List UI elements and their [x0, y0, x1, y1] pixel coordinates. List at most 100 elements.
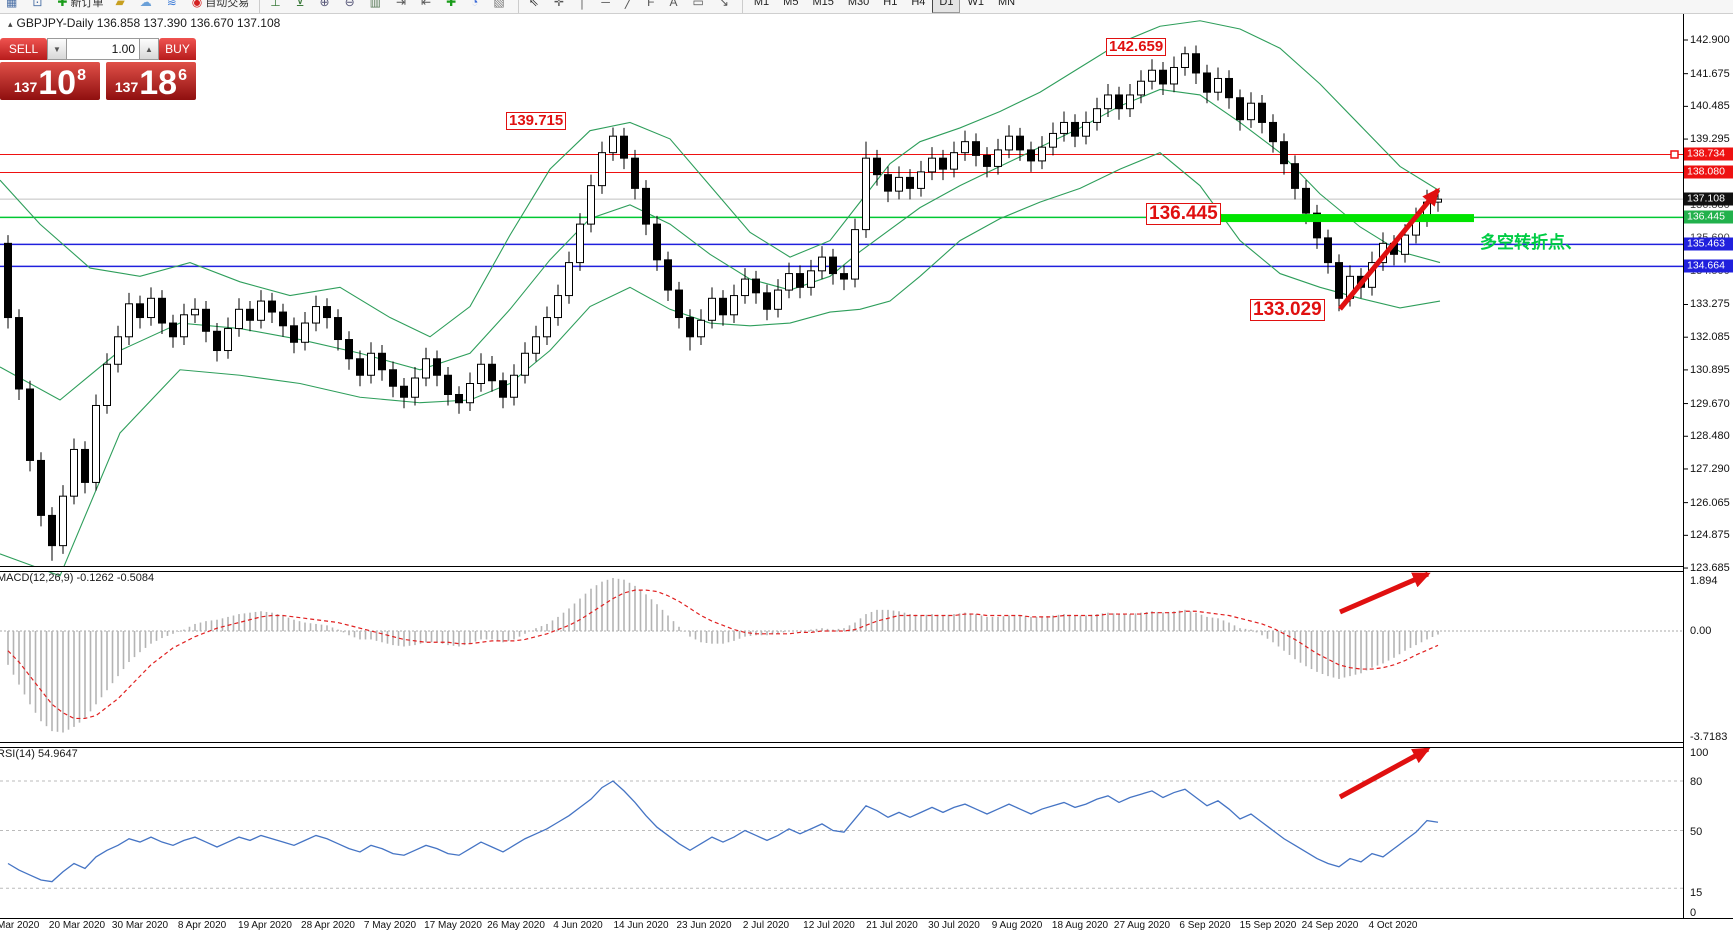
volume-decrease-button[interactable]: ▼ [47, 38, 67, 60]
candle-body [1082, 121, 1090, 137]
new-order-button[interactable]: ✚ 新订单 [51, 0, 109, 13]
text-tool-icon[interactable]: A [663, 0, 686, 13]
price-note-142659[interactable]: 142.659 [1106, 38, 1167, 56]
date-label: 2 Jul 2020 [742, 920, 790, 931]
vline-tool-icon[interactable]: │ [573, 0, 596, 13]
candle-body [554, 295, 562, 319]
price-note-139715[interactable]: 139.715 [506, 112, 567, 130]
cloud-icon[interactable]: ☁ [134, 0, 161, 13]
candle-body [917, 171, 925, 189]
buy-price-tile[interactable]: 137 18 6 [105, 62, 196, 100]
candle-body [312, 306, 320, 324]
price-tag-137108: 137.108 [1684, 192, 1733, 206]
green-zone-bar[interactable] [1180, 214, 1474, 223]
timeframe-button-m1[interactable]: M1 [753, 0, 770, 8]
price-note-133029[interactable]: 133.029 [1250, 299, 1325, 321]
zoom-in-icon: ⊕ [319, 0, 330, 9]
cursor-tool-icon[interactable]: ⇖ [523, 0, 548, 13]
arrows-tool-icon: ↘ [718, 0, 729, 9]
candle-body [345, 339, 353, 360]
candle-body [906, 176, 914, 189]
candle-body [884, 174, 892, 192]
zoom-window-icon[interactable]: ⊡ [26, 0, 51, 13]
arrows-tool-icon[interactable]: ↘ [713, 0, 738, 13]
date-label: 4 Jun 2020 [553, 920, 603, 931]
timeframe-button-d1[interactable]: D1 [932, 0, 961, 13]
candle-body [1038, 146, 1046, 162]
candle-body [807, 270, 815, 288]
auto-scroll-icon[interactable]: ⇤ [415, 0, 440, 13]
objects-list-icon[interactable]: ⊻ [290, 0, 314, 13]
tile-windows-icon[interactable]: ▥ [364, 0, 390, 13]
crosshair-tool-icon[interactable]: ✛ [548, 0, 573, 13]
timeframe-button-h1[interactable]: H1 [883, 0, 898, 8]
candle-body [994, 149, 1002, 167]
timeframe-button-m5[interactable]: M5 [783, 0, 799, 8]
zoom-out-icon[interactable]: ⊖ [339, 0, 364, 13]
timeframe-button-w1[interactable]: W1 [967, 0, 984, 8]
candle-body [1203, 72, 1211, 93]
zoom-in-icon[interactable]: ⊕ [314, 0, 339, 13]
candle-body [1269, 121, 1277, 143]
candle-body [81, 448, 89, 483]
fibonacci-tool-icon[interactable]: F [641, 0, 663, 13]
trend-arrow-rsi[interactable] [1338, 746, 1431, 800]
candle-body [37, 459, 45, 516]
buy-button[interactable]: BUY [159, 38, 196, 60]
candle-body [1148, 69, 1156, 82]
hline-selection-handle[interactable] [1670, 150, 1679, 159]
candle-body [4, 242, 12, 319]
cloud-icon: ☁ [139, 0, 152, 9]
candle-body [675, 289, 683, 319]
date-label: 28 Apr 2020 [301, 920, 355, 931]
template-icon[interactable]: ▧ [487, 0, 513, 13]
candle-body [1115, 94, 1123, 110]
bull-bear-turning-point-note[interactable]: 多空转折点、 [1480, 233, 1582, 252]
candle-body [1159, 69, 1167, 85]
candle-body [323, 306, 331, 319]
candle-body [1005, 135, 1013, 151]
date-label: 8 Apr 2020 [177, 920, 227, 931]
candle-body [664, 259, 672, 291]
period-icon[interactable]: ◔ [465, 0, 487, 13]
timeframe-button-mn[interactable]: MN [997, 0, 1016, 8]
trend-arrow-macd[interactable] [1339, 571, 1431, 615]
indicator-add-icon[interactable]: ⊥ [264, 0, 289, 13]
chart-shift-icon[interactable]: ⇥ [390, 0, 415, 13]
candle-body [532, 336, 540, 354]
auto-scroll-icon: ⇤ [421, 0, 432, 9]
candle-body [851, 229, 859, 280]
candle-body [1126, 94, 1134, 110]
timeframe-button-h4[interactable]: H4 [911, 0, 926, 8]
candle-body [543, 317, 551, 338]
hline-tool-icon[interactable]: ─ [595, 0, 619, 13]
candle-body [1401, 234, 1409, 255]
add-chart-icon[interactable]: ✚ [440, 0, 465, 13]
price-note-136445[interactable]: 136.445 [1146, 203, 1221, 225]
date-label: 30 Jul 2020 [928, 920, 980, 931]
macd-pane-separator[interactable] [0, 566, 1683, 572]
candle-body [983, 154, 991, 167]
volume-increase-button[interactable]: ▲ [139, 38, 159, 60]
trend-arrow-main[interactable] [1338, 187, 1440, 311]
candle-body [290, 325, 298, 343]
timeframe-button-m15[interactable]: M15 [812, 0, 834, 8]
candle-body [928, 157, 936, 173]
sell-button[interactable]: SELL [0, 38, 47, 60]
trendline-tool-icon[interactable]: ╱ [619, 0, 641, 13]
label-tool-icon[interactable]: ▭ [686, 0, 712, 13]
gold-icon[interactable]: ▰ [109, 0, 133, 13]
rsi-pane-separator[interactable] [0, 742, 1683, 748]
sell-price-tile[interactable]: 137 10 8 [0, 62, 100, 100]
date-label: 14 Jun 2020 [613, 920, 669, 931]
signal-icon[interactable]: ≋ [161, 0, 186, 13]
timeframe-button-m30[interactable]: M30 [847, 0, 870, 8]
auto-trading-button[interactable]: ◉ 自动交易 [186, 0, 255, 13]
candle-body [1236, 97, 1244, 121]
market-watch-icon[interactable]: ▦ [0, 0, 26, 13]
volume-input[interactable] [67, 38, 139, 60]
candle-body [862, 157, 870, 231]
candle-body [609, 135, 617, 154]
date-label: 7 May 2020 [363, 920, 417, 931]
